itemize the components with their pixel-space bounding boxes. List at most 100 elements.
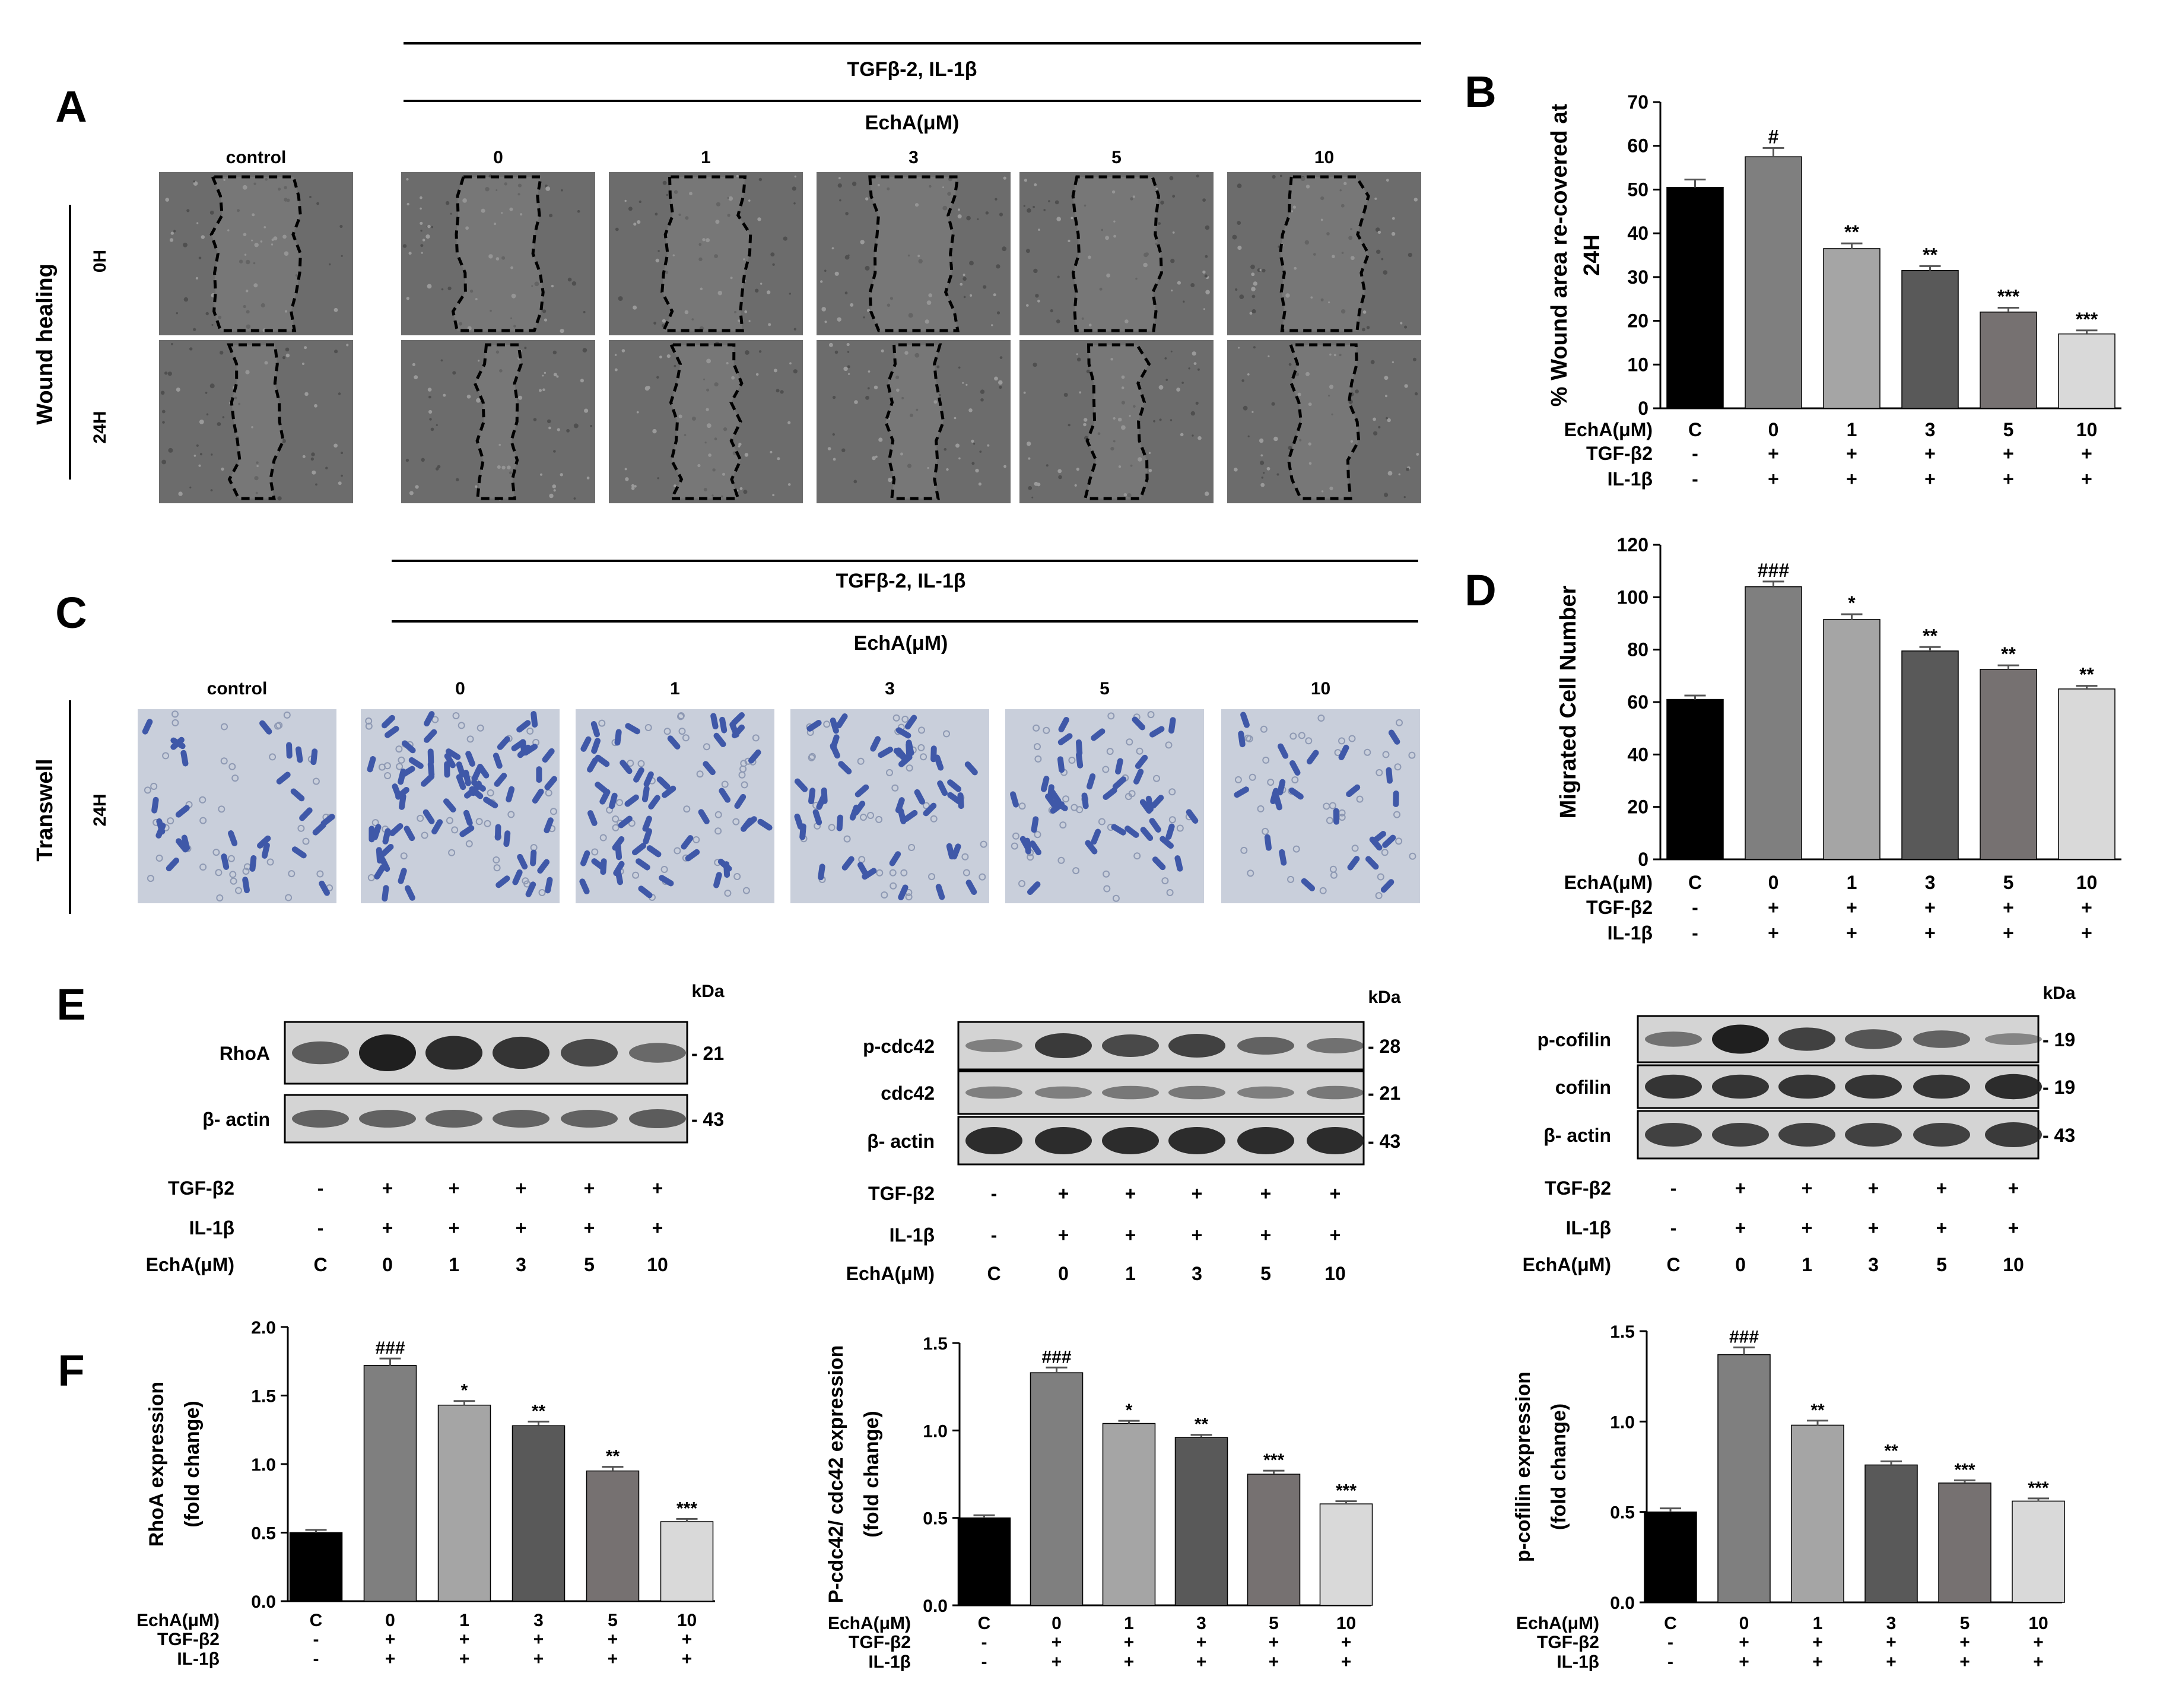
pore-dot (660, 866, 668, 873)
tgf-sign: + (1959, 1633, 1970, 1652)
cell-dot (443, 393, 446, 397)
cell-dot (445, 201, 450, 205)
wound-image (1227, 172, 1421, 335)
significance-mark: *** (2028, 1478, 2048, 1498)
cell-dot (1350, 228, 1353, 230)
pore-dot (963, 869, 970, 877)
cell-dot (684, 310, 689, 315)
echa-dose: C (313, 1254, 327, 1275)
side-label: Wound healing (33, 263, 58, 425)
cell-dot (1308, 442, 1311, 446)
cell-dot (1068, 424, 1071, 427)
cell-dot (666, 354, 671, 358)
migrated-cell (830, 718, 839, 734)
cell-dot (1158, 385, 1164, 390)
cell-dot (631, 484, 634, 487)
cell-dot (1249, 312, 1253, 315)
cell-dot (244, 253, 247, 256)
migrated-cell (242, 877, 250, 894)
pore-dot (484, 820, 491, 827)
cell-dot (1180, 433, 1184, 437)
pore-dot (167, 817, 174, 825)
pore-dot (242, 868, 250, 875)
cell-dot (475, 485, 478, 488)
cell-dot (1033, 268, 1038, 274)
cell-dot (1197, 436, 1202, 440)
kda-marker: - 21 (691, 1043, 724, 1064)
echa-dose: 5 (584, 1254, 595, 1275)
cell-dot (517, 193, 520, 196)
il-sign: - (981, 1652, 987, 1672)
migrated-cell (395, 787, 409, 800)
cell-dot (242, 185, 247, 190)
cell-dot (888, 418, 890, 420)
cell-dot (1024, 179, 1027, 182)
migrated-cell (1133, 769, 1144, 785)
tgf-label: TGF-β2 (157, 1630, 220, 1649)
y-tick-label: 0 (1638, 398, 1648, 419)
blot-band (1778, 1074, 1835, 1099)
cell-dot (789, 362, 792, 365)
cell-dot (828, 342, 833, 347)
cell-dot (1193, 362, 1197, 365)
column-label: 1 (701, 148, 711, 167)
significance-mark: *** (2076, 309, 2098, 330)
category-label: 5 (2003, 419, 2014, 440)
cell-dot (193, 328, 196, 331)
cell-dot (656, 376, 659, 379)
cell-dot (539, 389, 542, 392)
cell-dot (712, 468, 716, 472)
cell-dot (1079, 391, 1082, 394)
cell-dot (878, 437, 883, 442)
cell-dot (963, 296, 966, 299)
pore-dot (1319, 887, 1327, 894)
pore-dot (171, 719, 179, 726)
migrated-cell (367, 756, 376, 773)
cell-dot (325, 466, 328, 469)
cell-dot (1135, 277, 1138, 280)
pore-dot (285, 894, 293, 901)
migrated-cell (1346, 784, 1361, 798)
cell-dot (1088, 255, 1091, 259)
pore-dot (1298, 732, 1305, 739)
cell-dot (206, 413, 209, 415)
cell-dot (1373, 431, 1378, 436)
wound-boundary (473, 343, 523, 500)
migrated-cell (512, 869, 523, 885)
cell-dot (1133, 405, 1136, 408)
cell-dot (957, 214, 962, 219)
cell-dot (462, 198, 467, 203)
migrated-cell (374, 864, 386, 880)
migrated-cell (495, 875, 510, 888)
migrated-cell (166, 858, 180, 872)
bar (512, 1425, 566, 1602)
cell-dot (633, 305, 637, 310)
cell-dot (1350, 256, 1355, 261)
migrated-cell (544, 776, 557, 790)
cell-dot (1260, 454, 1263, 457)
pore-dot (417, 814, 424, 822)
cell-dot (942, 205, 948, 211)
pore-dot (1098, 818, 1106, 826)
bar (2058, 333, 2115, 409)
cell-dot (1288, 363, 1292, 366)
blot-band (561, 1039, 618, 1067)
bar (1102, 1423, 1156, 1606)
il-sign: + (1196, 1652, 1207, 1672)
cell-dot (580, 379, 585, 383)
cell-dot (776, 389, 780, 393)
cell-dot (261, 303, 265, 308)
cell-dot (689, 192, 693, 196)
pore-dot (302, 837, 310, 845)
blot-band (1913, 1030, 1970, 1048)
wound-image (609, 340, 803, 503)
cell-dot (282, 356, 286, 360)
pore-dot (1018, 802, 1026, 810)
cell-dot (896, 388, 900, 392)
pore-dot (632, 871, 640, 879)
migrated-cell (965, 880, 977, 895)
tgf-sign: + (1802, 1177, 1813, 1199)
il-sign: + (1735, 1217, 1746, 1239)
wound-boundary (1083, 343, 1151, 500)
pore-dot (703, 743, 710, 751)
